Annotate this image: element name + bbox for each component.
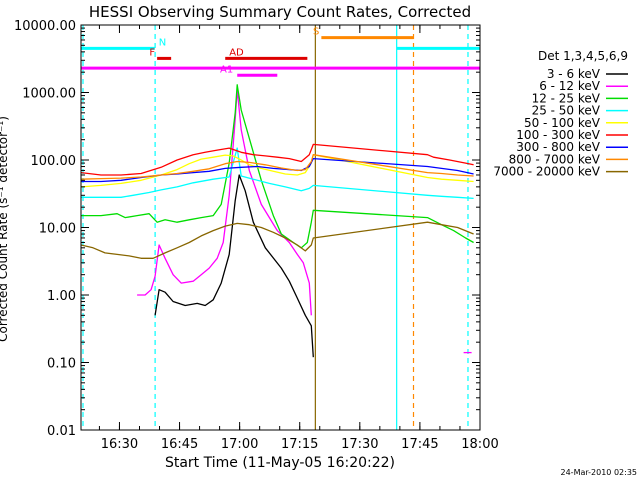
flag-label-4: A1 xyxy=(220,64,233,75)
plot-inner xyxy=(81,25,480,430)
legend-label-4: 50 - 100 keV xyxy=(524,116,601,130)
legend-label-3: 25 - 50 keV xyxy=(532,104,601,118)
y-tick-label-5: 0.10 xyxy=(47,357,76,372)
y-tick-label-0: 10000.00 xyxy=(14,19,76,34)
x-tick-label-2: 17:00 xyxy=(221,437,258,452)
flag-label-1: F xyxy=(149,47,155,58)
x-tick-label-3: 17:15 xyxy=(281,437,318,452)
x-tick-label-5: 17:45 xyxy=(401,437,438,452)
series-line-1 xyxy=(137,89,312,316)
legend-label-0: 3 - 6 keV xyxy=(547,67,601,81)
series-line-5 xyxy=(81,143,474,176)
y-tick-label-3: 10.00 xyxy=(39,222,76,237)
x-axis-label: Start Time (11-May-05 16:20:22) xyxy=(165,455,395,471)
flag-label-0: N xyxy=(159,37,166,48)
x-tick-label-0: 16:30 xyxy=(101,437,138,452)
series-line-0 xyxy=(154,174,314,358)
x-tick-label-6: 18:00 xyxy=(461,437,498,452)
legend-label-5: 100 - 300 keV xyxy=(516,128,600,142)
legend-label-2: 12 - 25 keV xyxy=(532,91,601,105)
x-tick-label-1: 16:45 xyxy=(161,437,198,452)
axes: 10000.00 1000.00 100.00 10.00 1.00 0.10 0.01 16… xyxy=(14,19,499,452)
legend-label-7: 800 - 7000 keV xyxy=(509,152,601,166)
legend-title: Det 1,3,4,5,6,9 xyxy=(538,49,628,63)
legend-label-6: 300 - 800 keV xyxy=(516,140,600,154)
x-tick-label-4: 17:30 xyxy=(341,437,378,452)
chart-title: HESSI Observing Summary Count Rates, Cor… xyxy=(89,3,471,21)
series-line-8 xyxy=(81,221,474,259)
series-line-7 xyxy=(81,154,474,180)
y-axis-label: Corrected Count Rate (s⁻¹ detector⁻¹) xyxy=(0,116,10,342)
flag-label-2: S xyxy=(313,27,319,38)
legend-label-1: 6 - 12 keV xyxy=(539,79,601,93)
plot-area: NF S AD A1 xyxy=(81,25,480,430)
y-tick-label-4: 1.00 xyxy=(47,289,76,304)
footer-timestamp: 24-Mar-2010 02:35 xyxy=(561,468,638,477)
flag-label-3: AD xyxy=(229,47,244,58)
series-line-2 xyxy=(81,84,474,249)
y-tick-label-6: 0.01 xyxy=(47,424,76,439)
y-tick-label-1: 1000.00 xyxy=(22,87,76,102)
y-tick-label-2: 100.00 xyxy=(31,154,77,169)
legend-label-8: 7000 - 20000 keV xyxy=(493,165,600,179)
